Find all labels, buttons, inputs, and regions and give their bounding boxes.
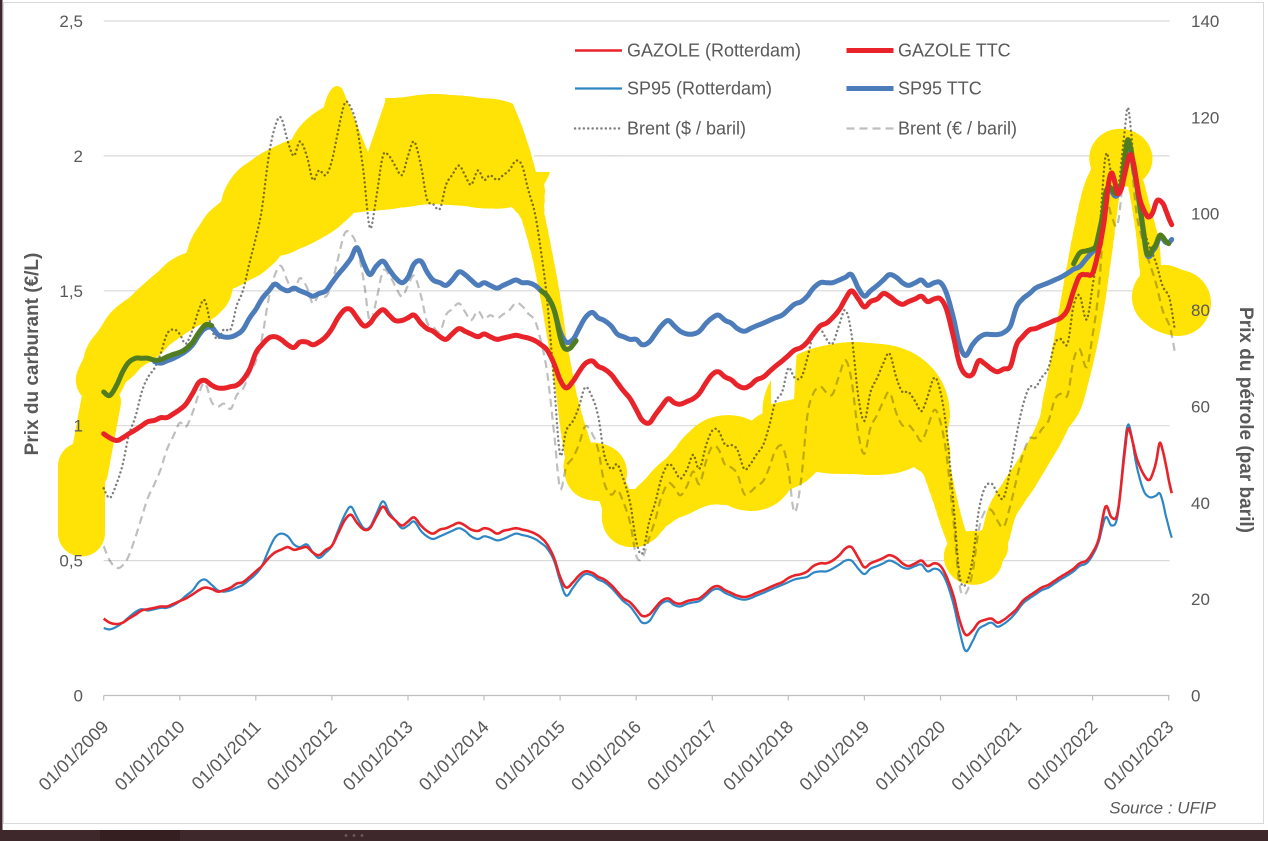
svg-text:GAZOLE (Rotterdam): GAZOLE (Rotterdam) <box>627 41 801 61</box>
svg-text:0: 0 <box>74 687 83 706</box>
svg-text:Prix du pétrole (par baril): Prix du pétrole (par baril) <box>1235 307 1256 533</box>
svg-text:20: 20 <box>1191 590 1210 609</box>
svg-text:40: 40 <box>1191 494 1210 513</box>
svg-text:2: 2 <box>74 147 83 166</box>
svg-text:Brent ($ / baril): Brent ($ / baril) <box>627 119 746 139</box>
svg-text:0,5: 0,5 <box>59 552 83 571</box>
svg-text:Prix du carburant (€/L): Prix du carburant (€/L) <box>22 253 43 456</box>
svg-text:SP95 (Rotterdam): SP95 (Rotterdam) <box>627 79 772 99</box>
svg-text:1,5: 1,5 <box>59 282 83 301</box>
svg-text:1: 1 <box>74 417 83 436</box>
svg-text:Brent (€ / baril): Brent (€ / baril) <box>898 119 1017 139</box>
svg-text:0: 0 <box>1191 687 1200 706</box>
svg-text:140: 140 <box>1191 12 1219 31</box>
svg-text:100: 100 <box>1191 205 1219 224</box>
svg-text:GAZOLE TTC: GAZOLE TTC <box>898 41 1011 61</box>
svg-text:80: 80 <box>1191 301 1210 320</box>
svg-text:2,5: 2,5 <box>59 12 83 31</box>
svg-text:60: 60 <box>1191 397 1210 416</box>
svg-text:120: 120 <box>1191 108 1219 127</box>
svg-text:Source : UFIP: Source : UFIP <box>1109 799 1216 818</box>
svg-text:SP95 TTC: SP95 TTC <box>898 79 982 99</box>
